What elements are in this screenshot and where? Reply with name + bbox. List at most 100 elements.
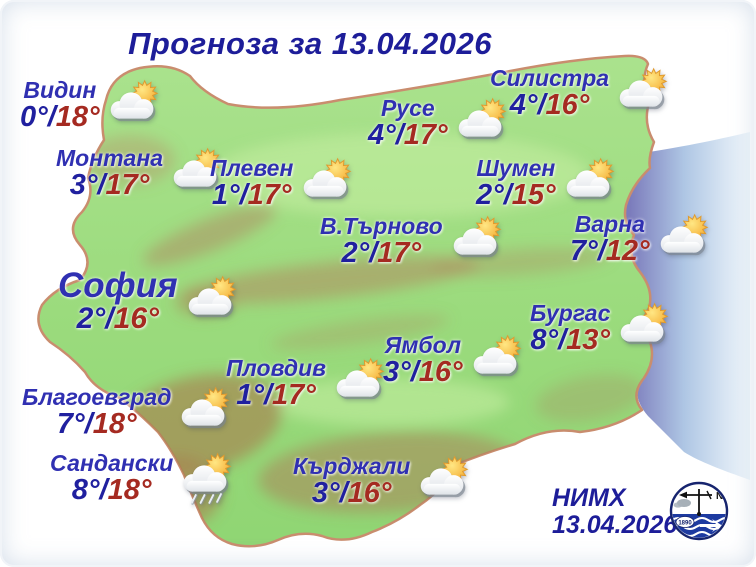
source-date: 13.04.2026 bbox=[552, 510, 678, 539]
city-text: В.Търново 2°/17° bbox=[320, 214, 443, 269]
temp-separator: / bbox=[410, 355, 419, 388]
temp-min: 8° bbox=[530, 323, 559, 356]
temp-min: 3° bbox=[311, 476, 340, 509]
city-text: Бургас 8°/13° bbox=[530, 299, 611, 356]
city-label: Пловдив bbox=[226, 354, 327, 381]
city-label: Благоевград bbox=[22, 383, 172, 410]
partly-cloudy-icon bbox=[336, 357, 385, 400]
city-label: Варна bbox=[574, 210, 645, 237]
temp-max: 16° bbox=[113, 302, 160, 335]
city-temperatures: 2°/17° bbox=[342, 236, 422, 269]
city-forecast-sandanski: Сандански 8°/18° bbox=[50, 449, 239, 507]
city-forecast-yambol: Ямбол 3°/16° bbox=[383, 331, 529, 389]
city-temperatures: 2°/16° bbox=[77, 304, 159, 334]
temp-separator: / bbox=[558, 323, 567, 356]
partly-cloudy-icon bbox=[660, 213, 709, 256]
temp-separator: / bbox=[84, 407, 93, 440]
temp-separator: / bbox=[263, 378, 272, 411]
city-temperatures: 0°/18° bbox=[20, 100, 100, 133]
city-text: Шумен 2°/15° bbox=[476, 154, 556, 211]
temp-min: 2° bbox=[76, 302, 106, 335]
cloud-icon bbox=[182, 399, 227, 429]
city-temperatures: 7°/18° bbox=[56, 407, 137, 440]
partly-cloudy-rain-icon bbox=[183, 452, 232, 505]
city-forecast-kardzhali: Кърджали 3°/16° bbox=[293, 452, 476, 510]
cloud-icon bbox=[110, 92, 155, 122]
temp-max: 18° bbox=[92, 407, 137, 440]
temp-separator: / bbox=[239, 178, 248, 211]
temp-max: 15° bbox=[511, 178, 556, 211]
source-credit: НИМХ 13.04.2026 bbox=[552, 485, 677, 538]
city-forecast-varna: Варна 7°/12° bbox=[570, 210, 716, 268]
city-forecast-pleven: Плевен 1°/17° bbox=[210, 154, 359, 212]
svg-text:N: N bbox=[716, 491, 723, 502]
temp-max: 12° bbox=[605, 234, 650, 267]
cloud-icon bbox=[473, 347, 518, 377]
partly-cloudy-icon bbox=[473, 334, 522, 377]
partly-cloudy-icon bbox=[182, 386, 230, 429]
city-temperatures: 3°/17° bbox=[69, 168, 150, 201]
temp-max: 16° bbox=[545, 88, 590, 121]
partly-cloudy-icon bbox=[566, 157, 615, 200]
temp-min: 3° bbox=[69, 168, 98, 201]
partly-cloudy-icon bbox=[304, 157, 352, 200]
temp-separator: / bbox=[339, 476, 348, 509]
city-temperatures: 3°/16° bbox=[311, 476, 392, 509]
city-text: Плевен 1°/17° bbox=[210, 154, 294, 211]
city-temperatures: 4°/17° bbox=[368, 118, 448, 151]
city-text: Варна 7°/12° bbox=[570, 210, 650, 267]
black-sea bbox=[625, 132, 750, 480]
partly-cloudy-icon bbox=[458, 97, 507, 140]
temp-max: 17° bbox=[105, 168, 150, 201]
city-temperatures: 8°/13° bbox=[530, 323, 611, 356]
city-text: Ямбол 3°/16° bbox=[383, 331, 463, 388]
city-text: Монтана 3°/17° bbox=[56, 146, 163, 201]
temp-min: 7° bbox=[56, 407, 85, 440]
city-label: Ямбол bbox=[384, 331, 462, 358]
city-label: Плевен bbox=[210, 154, 294, 181]
city-text: Видин 0°/18° bbox=[20, 78, 100, 133]
city-forecast-burgas: Бургас 8°/13° bbox=[530, 299, 676, 357]
rain-streaks-icon bbox=[191, 493, 224, 505]
city-label: Шумен bbox=[476, 154, 556, 181]
partly-cloudy-icon bbox=[188, 275, 237, 318]
cloud-icon bbox=[621, 315, 666, 345]
city-temperatures: 1°/17° bbox=[212, 178, 292, 211]
partly-cloudy-icon bbox=[173, 147, 222, 190]
cloud-icon bbox=[458, 110, 503, 140]
temp-max: 17° bbox=[403, 118, 448, 151]
city-text: София 2°/16° bbox=[58, 268, 178, 334]
temp-min: 0° bbox=[20, 100, 48, 133]
temp-max: 17° bbox=[247, 178, 292, 211]
city-label: Русе bbox=[380, 94, 435, 121]
city-temperatures: 1°/17° bbox=[236, 378, 316, 411]
city-text: Кърджали 3°/16° bbox=[293, 454, 410, 509]
cloud-icon bbox=[188, 288, 233, 318]
city-label: София bbox=[58, 266, 178, 305]
city-temperatures: 3°/16° bbox=[383, 355, 463, 388]
partly-cloudy-icon bbox=[453, 215, 502, 258]
city-label: Бургас bbox=[530, 299, 611, 326]
source-name: НИМХ bbox=[552, 484, 626, 512]
temp-min: 2° bbox=[476, 178, 504, 211]
city-temperatures: 8°/18° bbox=[72, 473, 152, 506]
city-label: Сандански bbox=[50, 449, 174, 476]
temp-max: 13° bbox=[566, 323, 611, 356]
city-forecast-v-tarnovo: В.Търново 2°/17° bbox=[320, 212, 509, 270]
cloud-icon bbox=[173, 160, 219, 190]
temp-min: 3° bbox=[383, 355, 411, 388]
temp-max: 17° bbox=[377, 236, 422, 269]
partly-cloudy-icon bbox=[619, 67, 668, 110]
cloud-icon bbox=[453, 228, 499, 258]
city-forecast-vidin: Видин 0°/18° bbox=[20, 76, 166, 134]
city-text: Пловдив 1°/17° bbox=[226, 354, 327, 411]
city-forecast-sofia: София 2°/16° bbox=[58, 268, 244, 334]
temp-separator: / bbox=[537, 88, 546, 121]
city-forecast-ruse: Русе 4°/17° bbox=[368, 94, 514, 152]
temp-max: 18° bbox=[107, 473, 152, 506]
city-label: Силистра bbox=[490, 64, 610, 91]
cloud-icon bbox=[183, 465, 229, 495]
partly-cloudy-icon bbox=[621, 302, 669, 345]
cloud-icon bbox=[660, 226, 705, 256]
temp-min: 4° bbox=[368, 118, 396, 151]
